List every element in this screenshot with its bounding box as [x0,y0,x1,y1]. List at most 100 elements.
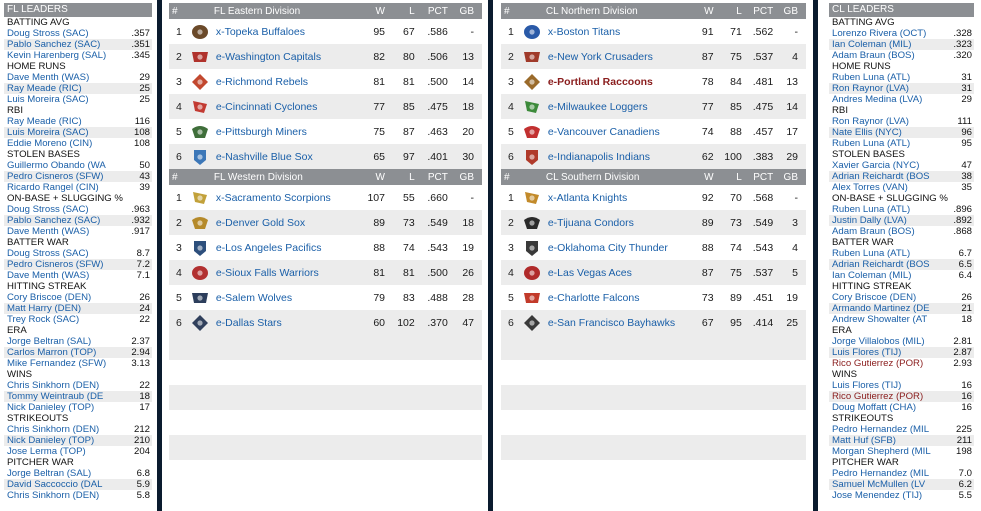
team-name-link[interactable]: e-Washington Capitals [215,50,322,63]
team-name-link[interactable]: x-Atlanta Knights [547,191,628,204]
leader-player-link[interactable]: Luis Moreira (SAC) [7,94,89,105]
leader-player-link[interactable]: Andres Medina (LVA) [832,94,923,105]
leader-player-link[interactable]: Ray Meade (RIC) [7,116,82,127]
leader-player-link[interactable]: Ian Coleman (MIL) [832,39,912,50]
team-name-link[interactable]: e-Los Angeles Pacifics [215,241,322,254]
team-logo-icon[interactable] [190,48,210,66]
leader-player-link[interactable]: Nate Ellis (NYC) [832,127,902,138]
leader-player-link[interactable]: Doug Stross (SAC) [7,204,89,215]
leader-player-link[interactable]: Ian Coleman (MIL) [832,270,912,281]
leader-player-link[interactable]: Ruben Luna (ATL) [832,248,911,259]
team-logo-icon[interactable] [522,314,542,332]
team-name-link[interactable]: e-Tijuana Condors [547,216,634,229]
leader-player-link[interactable]: Luis Flores (TIJ) [832,347,902,358]
team-logo-icon[interactable] [190,148,210,166]
leader-player-link[interactable]: Ray Meade (RIC) [7,83,82,94]
team-logo-icon[interactable] [522,73,542,91]
team-logo-icon[interactable] [190,214,210,232]
leader-player-link[interactable]: Guillermo Obando (WA [7,160,106,171]
leader-player-link[interactable]: Alex Torres (VAN) [832,182,908,193]
leader-player-link[interactable]: Chris Sinkhorn (DEN) [7,490,100,501]
leader-player-link[interactable]: Mike Fernandez (SFW) [7,358,107,369]
team-logo-icon[interactable] [522,214,542,232]
team-name-link[interactable]: e-Salem Wolves [215,291,293,304]
leader-player-link[interactable]: Lorenzo Rivera (OCT) [832,28,927,39]
leader-player-link[interactable]: Cory Briscoe (DEN) [7,292,92,303]
team-name-link[interactable]: e-Nashville Blue Sox [215,150,313,163]
leader-player-link[interactable]: Trey Rock (SAC) [7,314,80,325]
team-name-link[interactable]: x-Topeka Buffaloes [215,25,305,38]
leader-player-link[interactable]: Rico Gutierrez (POR) [832,391,924,402]
team-logo-icon[interactable] [522,123,542,141]
team-logo-icon[interactable] [522,289,542,307]
leader-player-link[interactable]: Jorge Beltran (SAL) [7,468,92,479]
team-name-link[interactable]: e-San Francisco Bayhawks [547,316,676,329]
team-name-link[interactable]: x-Boston Titans [547,25,621,38]
team-name-link[interactable]: e-Vancouver Canadiens [547,125,660,138]
leader-player-link[interactable]: Adrian Reichardt (BOS [832,259,930,270]
leader-player-link[interactable]: Jorge Villalobos (MIL) [832,336,925,347]
leader-player-link[interactable]: Pablo Sanchez (SAC) [7,215,101,226]
team-logo-icon[interactable] [522,98,542,116]
leader-player-link[interactable]: Carlos Marron (TOP) [7,347,97,358]
leader-player-link[interactable]: Samuel McMullen (LV [832,479,926,490]
leader-player-link[interactable]: Chris Sinkhorn (DEN) [7,380,100,391]
leader-player-link[interactable]: Justin Dally (LVA) [832,215,907,226]
team-logo-icon[interactable] [190,123,210,141]
team-logo-icon[interactable] [522,148,542,166]
team-logo-icon[interactable] [522,189,542,207]
leader-player-link[interactable]: Luis Flores (TIJ) [832,380,902,391]
team-logo-icon[interactable] [522,48,542,66]
leader-player-link[interactable]: Doug Stross (SAC) [7,28,89,39]
team-name-link[interactable]: e-Charlotte Falcons [547,291,640,304]
team-logo-icon[interactable] [522,239,542,257]
leader-player-link[interactable]: Dave Menth (WAS) [7,72,90,83]
leader-player-link[interactable]: Rico Gutierrez (POR) [832,358,924,369]
team-name-link[interactable]: e-Denver Gold Sox [215,216,306,229]
leader-player-link[interactable]: Nick Danieley (TOP) [7,402,95,413]
leader-player-link[interactable]: Adrian Reichardt (BOS [832,171,930,182]
team-name-link[interactable]: e-New York Crusaders [547,50,653,63]
leader-player-link[interactable]: Jose Menendez (TIJ) [832,490,923,501]
leader-player-link[interactable]: Pedro Hernandez (MIL [832,424,930,435]
leader-player-link[interactable]: Pedro Cisneros (SFW) [7,171,104,182]
leader-player-link[interactable]: Armando Martinez (DE [832,303,930,314]
team-logo-icon[interactable] [190,189,210,207]
leader-player-link[interactable]: Ricardo Rangel (CIN) [7,182,99,193]
team-name-link[interactable]: e-Sioux Falls Warriors [215,266,319,279]
team-name-link[interactable]: e-Richmond Rebels [215,75,309,88]
leader-player-link[interactable]: Matt Huf (SFB) [832,435,896,446]
leader-player-link[interactable]: Luis Moreira (SAC) [7,127,89,138]
team-name-link[interactable]: e-Dallas Stars [215,316,282,329]
leader-player-link[interactable]: Pedro Cisneros (SFW) [7,259,104,270]
team-name-link[interactable]: e-Milwaukee Loggers [547,100,648,113]
team-logo-icon[interactable] [190,98,210,116]
leader-player-link[interactable]: Pedro Hernandez (MIL [832,468,930,479]
leader-player-link[interactable]: Eddie Moreno (CIN) [7,138,93,149]
leader-player-link[interactable]: Cory Briscoe (DEN) [832,292,917,303]
leader-player-link[interactable]: Doug Moffatt (CHA) [832,402,917,413]
leader-player-link[interactable]: Dave Menth (WAS) [7,270,90,281]
leader-player-link[interactable]: Adam Braun (BOS) [832,226,915,237]
team-logo-icon[interactable] [190,314,210,332]
leader-player-link[interactable]: Nick Danieley (TOP) [7,435,95,446]
leader-player-link[interactable]: Ruben Luna (ATL) [832,204,911,215]
team-logo-icon[interactable] [190,73,210,91]
leader-player-link[interactable]: Ron Raynor (LVA) [832,83,909,94]
leader-player-link[interactable]: Dave Menth (WAS) [7,226,90,237]
team-logo-icon[interactable] [522,23,542,41]
team-logo-icon[interactable] [190,264,210,282]
team-name-link[interactable]: e-Portland Raccoons [547,75,653,88]
team-logo-icon[interactable] [190,239,210,257]
leader-player-link[interactable]: Andrew Showalter (AT [832,314,928,325]
team-logo-icon[interactable] [190,23,210,41]
leader-player-link[interactable]: Morgan Shepherd (MIL [832,446,931,457]
team-name-link[interactable]: e-Cincinnati Cyclones [215,100,318,113]
leader-player-link[interactable]: Jorge Beltran (SAL) [7,336,92,347]
leader-player-link[interactable]: Pablo Sanchez (SAC) [7,39,101,50]
leader-player-link[interactable]: Chris Sinkhorn (DEN) [7,424,100,435]
team-name-link[interactable]: e-Pittsburgh Miners [215,125,307,138]
leader-player-link[interactable]: Doug Stross (SAC) [7,248,89,259]
leader-player-link[interactable]: Adam Braun (BOS) [832,50,915,61]
leader-player-link[interactable]: Xavier Garcia (NYC) [832,160,920,171]
